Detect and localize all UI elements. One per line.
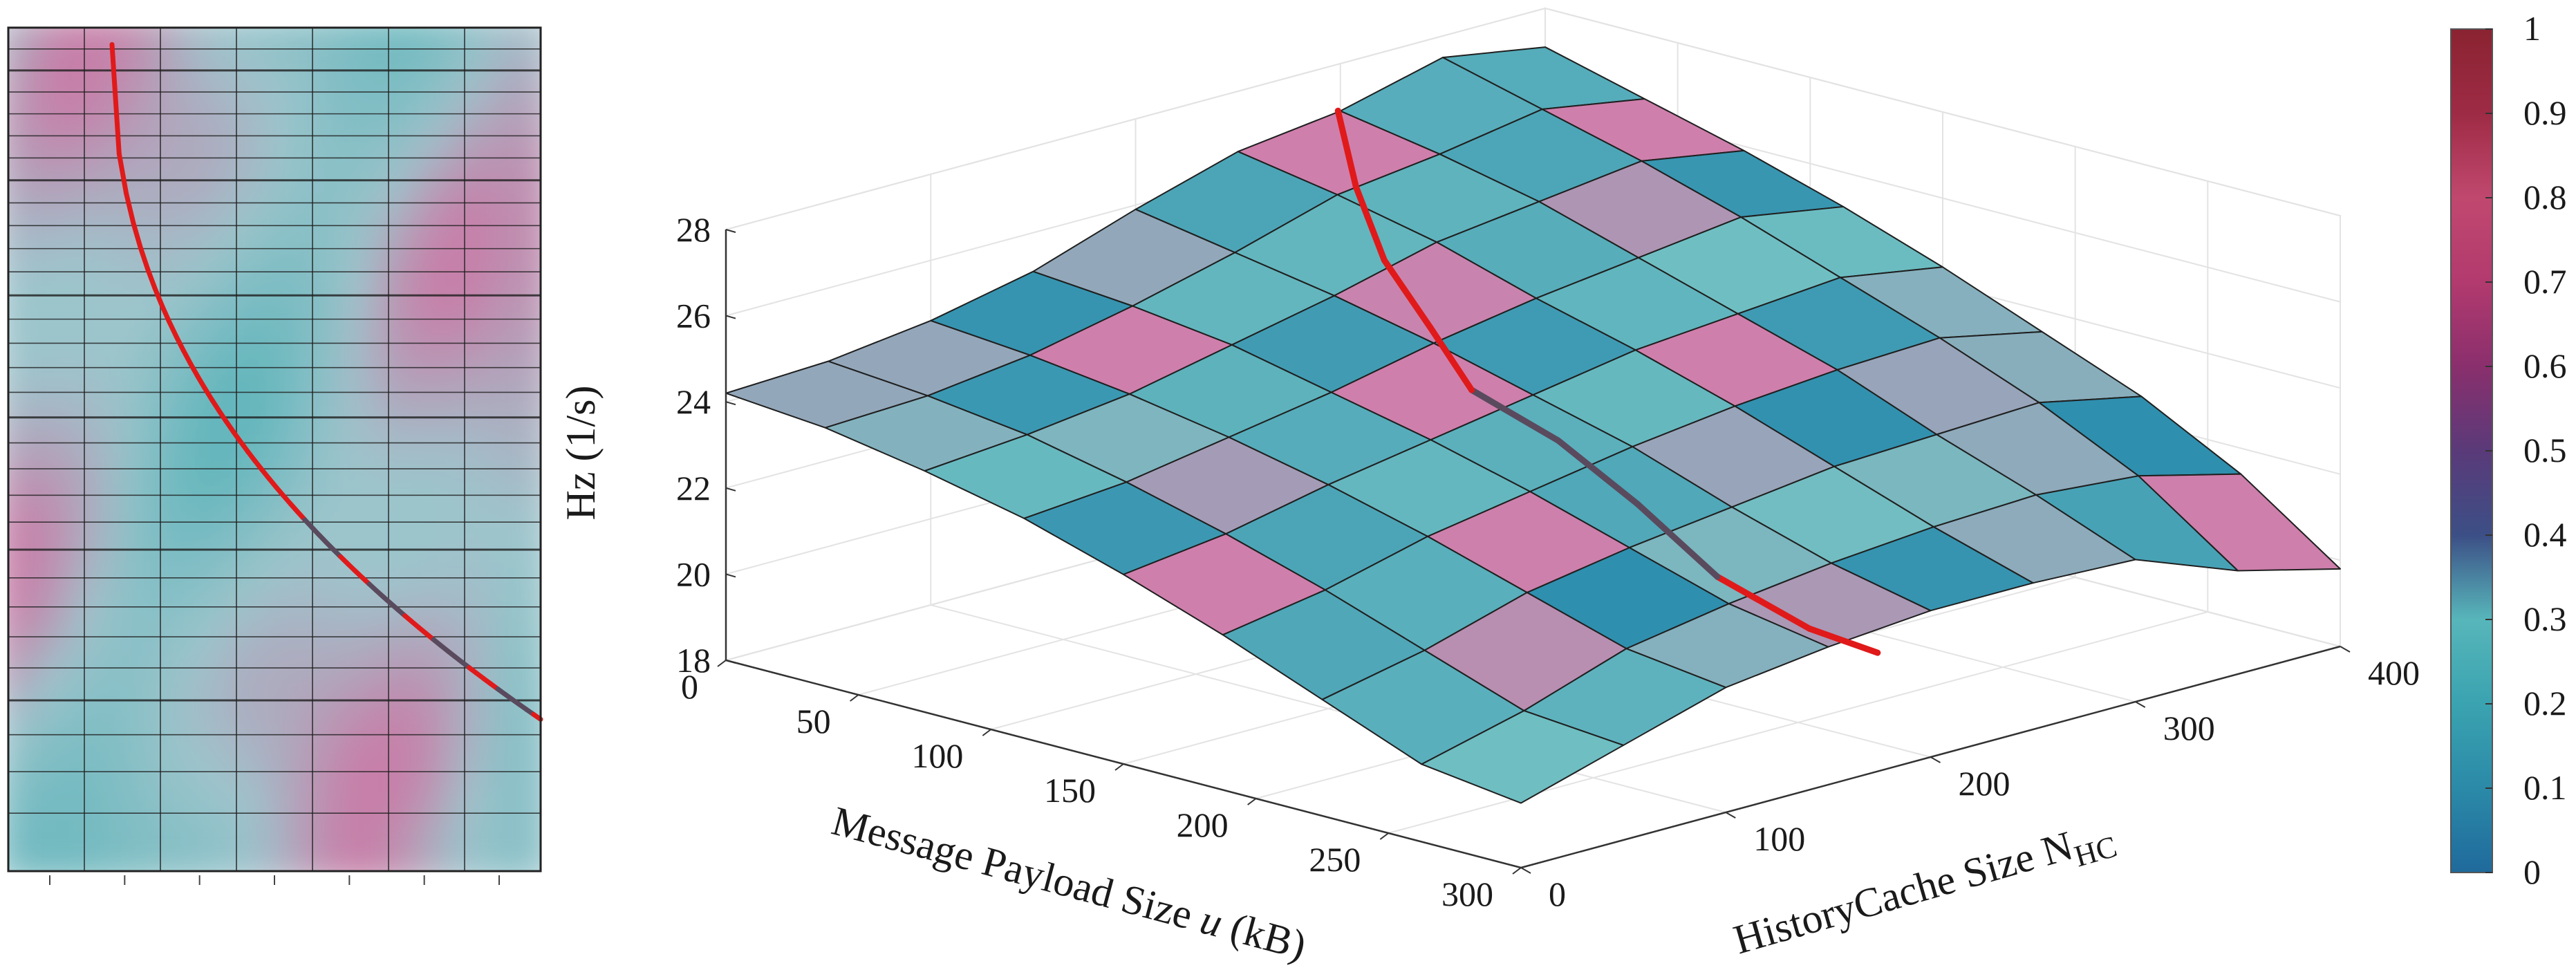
- colorbar-tick-label: 0.3: [2523, 599, 2567, 638]
- heatmap-path-curve: [109, 41, 543, 722]
- colorbar-tick-label: 0.5: [2523, 431, 2567, 469]
- z-tick-label: 22: [676, 469, 711, 507]
- colorbar-tick-label: 0.6: [2523, 346, 2567, 385]
- x-tick-label: 200: [1177, 805, 1229, 844]
- x-tick-label: 250: [1309, 840, 1361, 879]
- z-tick-mark: [725, 573, 736, 578]
- path-segment: [1555, 437, 1641, 507]
- colorbar-tick-label: 0: [2523, 852, 2541, 891]
- z-tick-mark: [725, 229, 736, 233]
- x-tick-mark: [1379, 832, 1389, 840]
- colorbar-tick-label: 0.9: [2523, 93, 2567, 132]
- heatmap-curve-segment: [116, 151, 129, 196]
- x-tick-label: 300: [1441, 875, 1493, 913]
- z-tick-label: 28: [676, 210, 711, 249]
- heatmap-grid: [8, 28, 541, 871]
- path-segment: [1381, 257, 1434, 330]
- z-tick-label: 20: [676, 554, 711, 593]
- y-tick-label: 100: [1753, 819, 1805, 858]
- colorbar: 0 0.1 0.2 0.3 0.4 0.5 0.6 0.7 0.8 0.9 1: [2450, 9, 2567, 891]
- grid-y-line: [930, 604, 1726, 813]
- y-tick-mark: [1725, 812, 1736, 819]
- y-tick-mark: [1930, 756, 1941, 763]
- surface-3d-panel: 18 20 22 24 26 28 0 50 100 150 200 250 300 0 100 200 3…: [558, 7, 2420, 969]
- colorbar-tick-label: 1: [2523, 9, 2541, 48]
- heatmap-curve-segment: [174, 334, 186, 353]
- surface-path-curve: [1334, 107, 1881, 656]
- y-tick-label: 400: [2368, 653, 2420, 692]
- path-segment: [1806, 625, 1881, 656]
- path-segment: [1334, 107, 1359, 190]
- heatmap-curve-segment: [138, 245, 151, 272]
- y-tick-label: 300: [2163, 709, 2215, 747]
- surface-face: [1421, 709, 1625, 804]
- heatmap-curve-segment: [167, 319, 179, 339]
- x-tick-mark: [982, 729, 991, 736]
- z-tick-mark: [725, 401, 736, 406]
- heatmap-curve-segment: [180, 348, 194, 366]
- path-segment: [1352, 183, 1388, 263]
- path-segment: [1427, 324, 1475, 393]
- x-tick-mark: [1512, 867, 1522, 875]
- heatmap-frame: [7, 26, 542, 873]
- z-tick-mark: [725, 315, 736, 319]
- colorbar-tick-label: 0.1: [2523, 768, 2567, 807]
- z-tick-label: 24: [676, 382, 711, 421]
- x-tick-mark: [1247, 798, 1257, 805]
- z-tick-mark: [725, 487, 736, 492]
- x-tick-mark: [1114, 763, 1124, 771]
- colorbar-tick-label: 0.2: [2523, 684, 2567, 722]
- heatmap-curve-segment: [531, 711, 543, 722]
- path-segment: [1714, 573, 1813, 632]
- y-tick-mark: [2135, 701, 2146, 708]
- x-axis-title: Message Payload Size u (kB): [828, 798, 1312, 969]
- heatmap-curve-segment: [124, 191, 136, 226]
- heatmap-panel: [7, 26, 543, 885]
- surface-mesh: [725, 46, 2341, 804]
- x-axis-ticks: 0 50 100 150 200 250 300: [681, 660, 1522, 913]
- path-segment: [1634, 501, 1721, 580]
- heatmap-curve-segment: [145, 266, 158, 291]
- colorbar-ticks: 0 0.1 0.2 0.3 0.4 0.5 0.6 0.7 0.8 0.9 1: [2485, 9, 2567, 891]
- heatmap-x-ticks: [49, 875, 500, 885]
- heatmap-curve-segment: [152, 286, 165, 308]
- z-axis-title: Hz (1/s): [558, 386, 604, 521]
- heatmap-color-field: [8, 28, 541, 871]
- y-tick-mark: [2340, 646, 2351, 653]
- heatmap-curve-segment: [109, 41, 122, 156]
- x-tick-label: 0: [681, 667, 698, 706]
- heatmap-curve-segment: [159, 303, 172, 324]
- colorbar-tick-label: 0.7: [2523, 262, 2567, 301]
- path-segment: [1468, 386, 1562, 444]
- y-tick-label: 0: [1549, 875, 1566, 913]
- z-tick-mark: [725, 660, 736, 664]
- x-tick-label: 100: [911, 736, 963, 775]
- z-axis-ticks: 18 20 22 24 26 28: [676, 210, 736, 680]
- y-tick-label: 200: [1959, 764, 2010, 803]
- colorbar-tick-label: 0.4: [2523, 515, 2567, 554]
- x-tick-mark: [850, 694, 859, 702]
- x-tick-label: 150: [1044, 771, 1096, 810]
- heatmap-curve-segment: [131, 221, 143, 251]
- z-tick-label: 26: [676, 297, 711, 335]
- z-tick-label: 18: [676, 641, 711, 680]
- x-tick-mark: [717, 660, 727, 667]
- colorbar-tick-label: 0.8: [2523, 178, 2567, 216]
- y-tick-mark: [1520, 867, 1531, 874]
- heatmap-cell: [489, 819, 541, 871]
- x-tick-label: 50: [796, 702, 831, 740]
- y-axis-ticks: 0 100 200 300 400: [1520, 646, 2420, 913]
